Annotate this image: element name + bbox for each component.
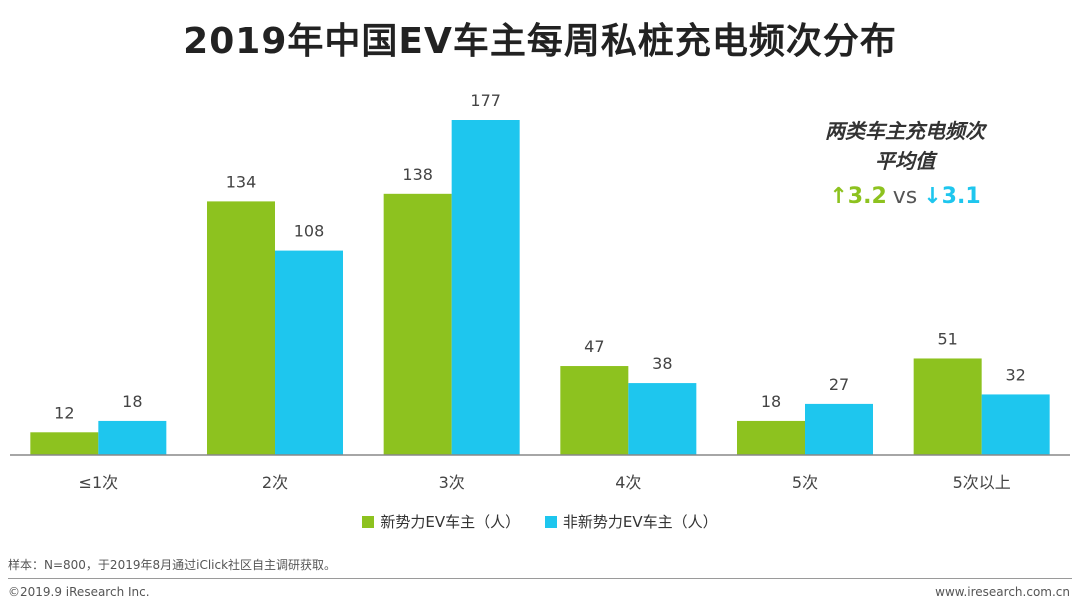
- x-tick-label-2: 3次: [439, 473, 465, 492]
- legend-label-series2: 非新势力EV车主（人）: [562, 513, 718, 531]
- bar-other-1: [275, 250, 343, 455]
- average-vs: vs: [892, 184, 918, 209]
- bar-other-5: [981, 394, 1050, 455]
- data-label-new-3: 47: [584, 337, 604, 356]
- data-label-new-1: 134: [226, 172, 257, 191]
- data-label-other-2: 177: [470, 91, 501, 110]
- average-callout: 两类车主充电频次 平均值 ↑3.2 vs ↓3.1: [790, 116, 1020, 214]
- data-label-other-5: 32: [1005, 365, 1025, 384]
- bar-other-4: [805, 403, 873, 455]
- legend-item-series2: 非新势力EV车主（人）: [544, 511, 718, 532]
- data-label-other-3: 38: [652, 354, 672, 373]
- footer-divider: [8, 578, 1072, 579]
- legend-label-series1: 新势力EV车主（人）: [380, 513, 521, 531]
- data-label-new-0: 12: [54, 403, 74, 422]
- legend-swatch-series2: [544, 516, 557, 528]
- bar-other-0: [98, 420, 167, 455]
- bar-new-2: [383, 193, 452, 456]
- data-label-new-4: 18: [761, 392, 781, 411]
- data-label-other-1: 108: [294, 222, 325, 241]
- average-values: ↑3.2 vs ↓3.1: [790, 180, 1020, 214]
- x-tick-label-3: 4次: [615, 473, 641, 492]
- bar-new-5: [913, 358, 982, 455]
- legend-swatch-series1: [362, 516, 375, 528]
- bar-other-3: [628, 383, 697, 455]
- copyright: ©2019.9 iResearch Inc.: [8, 585, 150, 599]
- average-value-other: ↓3.1: [923, 184, 981, 209]
- average-title-line1: 两类车主充电频次: [825, 119, 985, 143]
- average-value-new: ↑3.2: [829, 184, 887, 209]
- bar-other-2: [451, 120, 520, 455]
- data-label-new-2: 138: [402, 165, 433, 184]
- x-tick-label-4: 5次: [792, 473, 818, 492]
- data-label-new-5: 51: [937, 329, 957, 348]
- data-label-other-0: 18: [122, 392, 142, 411]
- bar-chart: 12 18 ≤1次 134 108 2次 138 177 3次 47 38 4次 18 27 5次 51 32 5…: [10, 91, 1070, 492]
- x-tick-label-0: ≤1次: [79, 473, 119, 492]
- footnote: 样本：N=800，于2019年8月通过iClick社区自主调研获取。: [8, 558, 337, 572]
- data-label-other-4: 27: [829, 375, 849, 394]
- chart-legend: 新势力EV车主（人） 非新势力EV车主（人）: [0, 511, 1080, 532]
- average-title-line2: 平均值: [875, 149, 935, 173]
- website-url: www.iresearch.com.cn: [935, 585, 1070, 599]
- bar-new-1: [207, 201, 275, 455]
- bar-new-0: [30, 432, 99, 455]
- chart-title: 2019年中国EV车主每周私桩充电频次分布: [183, 21, 897, 62]
- x-tick-label-5: 5次以上: [953, 473, 1011, 492]
- bar-new-3: [560, 366, 629, 455]
- x-tick-label-1: 2次: [262, 473, 288, 492]
- legend-item-series1: 新势力EV车主（人）: [362, 511, 520, 532]
- bar-new-4: [737, 420, 805, 455]
